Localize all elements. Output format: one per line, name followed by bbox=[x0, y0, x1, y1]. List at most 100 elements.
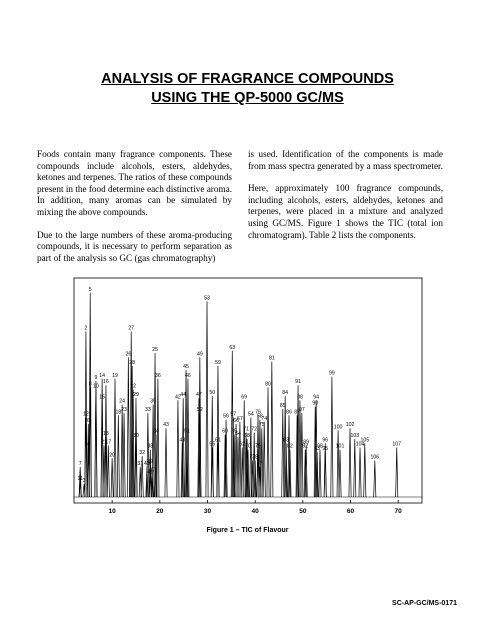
x-tick-label: 40 bbox=[252, 508, 260, 515]
peak bbox=[242, 400, 246, 498]
peak-label: 34 bbox=[153, 429, 159, 435]
peak bbox=[216, 365, 220, 498]
peak bbox=[281, 408, 285, 498]
peak-label: 92 bbox=[302, 444, 308, 450]
peak bbox=[253, 460, 257, 498]
peak bbox=[315, 451, 319, 498]
peak bbox=[231, 417, 235, 498]
peak-label: 42 bbox=[175, 394, 181, 400]
peak-label: 44 bbox=[180, 392, 186, 398]
peak-label: 82 bbox=[287, 444, 293, 450]
peak bbox=[244, 432, 248, 498]
peak bbox=[338, 449, 342, 498]
peak-label: 79 bbox=[255, 444, 261, 450]
peak-label: 61 bbox=[215, 437, 221, 443]
peak bbox=[260, 428, 264, 498]
peak-label: 75 bbox=[259, 422, 265, 428]
peak-label: 37 bbox=[149, 467, 155, 473]
peak-label: 81 bbox=[269, 356, 275, 362]
peak-label: 50 bbox=[209, 390, 215, 396]
peak-label: 52 bbox=[197, 407, 203, 413]
peak bbox=[78, 481, 82, 498]
peak-label: 90 bbox=[312, 401, 318, 407]
peak bbox=[210, 395, 214, 498]
peak bbox=[129, 331, 133, 498]
peak-label: 47 bbox=[196, 392, 202, 398]
peak-label: 38 bbox=[147, 444, 153, 450]
peak-label: 11 bbox=[78, 476, 83, 482]
peak-label: 49 bbox=[197, 351, 203, 357]
peak-label: 97 bbox=[299, 407, 305, 413]
peak bbox=[78, 466, 82, 498]
peak bbox=[270, 361, 274, 498]
peak bbox=[330, 376, 334, 498]
peak-label: 85 bbox=[280, 403, 286, 409]
peak bbox=[234, 423, 238, 498]
peak-label: 7 bbox=[79, 461, 82, 467]
peak-label: 35 bbox=[150, 399, 156, 405]
peak bbox=[323, 443, 327, 498]
peak bbox=[116, 415, 120, 498]
peak bbox=[223, 434, 227, 498]
peak-label: 74 bbox=[261, 416, 267, 422]
peak bbox=[363, 443, 367, 498]
peak-label: 40 bbox=[144, 461, 150, 467]
x-tick-label: 30 bbox=[204, 508, 212, 515]
peak bbox=[283, 395, 287, 498]
peak-label: 3 bbox=[83, 478, 86, 484]
peak-label: 106 bbox=[370, 454, 379, 460]
peak-label: 83 bbox=[283, 437, 289, 443]
peak bbox=[122, 413, 126, 498]
peak-label: 107 bbox=[392, 442, 401, 448]
x-tick-label: 70 bbox=[395, 508, 403, 515]
peak-label: 67 bbox=[237, 416, 243, 422]
peak-label: 51 bbox=[184, 429, 190, 435]
peak-label: 88 bbox=[297, 394, 303, 400]
peak bbox=[130, 365, 134, 498]
peak-label: 59 bbox=[215, 360, 221, 366]
peak bbox=[288, 449, 292, 498]
peak bbox=[156, 378, 160, 498]
peak-label: 13 bbox=[103, 431, 109, 437]
peak bbox=[303, 449, 307, 498]
peak-label: 32 bbox=[139, 450, 145, 456]
peak-label: 94 bbox=[313, 394, 319, 400]
peak bbox=[210, 447, 214, 498]
peak bbox=[216, 443, 220, 498]
peak-label: 87 bbox=[294, 409, 300, 415]
peak-label: 91 bbox=[295, 379, 301, 385]
peak-label: 76 bbox=[255, 409, 261, 415]
peak-label: 18 bbox=[115, 409, 121, 415]
peak-label: 78 bbox=[252, 454, 258, 460]
peak-label: 16 bbox=[103, 379, 109, 385]
peak bbox=[256, 449, 260, 498]
peak bbox=[126, 357, 130, 498]
peak bbox=[176, 400, 180, 498]
paragraph: Here, approximately 100 fragrance compou… bbox=[248, 183, 443, 240]
peak-label: 6 bbox=[87, 418, 90, 424]
peak bbox=[287, 415, 291, 498]
peak bbox=[249, 417, 253, 498]
peak bbox=[164, 428, 168, 498]
paragraph: Due to the large numbers of these aroma-… bbox=[37, 229, 232, 263]
peak bbox=[358, 447, 362, 498]
peak-label: 103 bbox=[350, 433, 359, 439]
peak bbox=[300, 413, 304, 498]
peak bbox=[313, 406, 317, 498]
title-line: ANALYSIS OF FRAGRANCE COMPOUNDS bbox=[101, 71, 394, 87]
peak-label: 86 bbox=[286, 409, 292, 415]
peak bbox=[180, 443, 184, 498]
peak bbox=[140, 456, 144, 498]
peak-label: 96 bbox=[322, 437, 328, 443]
peak-label: 25 bbox=[152, 347, 158, 353]
peak-label: 72 bbox=[251, 427, 257, 433]
peak-label: 100 bbox=[334, 424, 343, 430]
peak-label: 15 bbox=[99, 394, 105, 400]
peak-label: 69 bbox=[241, 394, 247, 400]
peak bbox=[348, 428, 352, 498]
peak bbox=[104, 385, 108, 498]
column: is used. Identification of the component… bbox=[248, 149, 443, 252]
peak-label: 71 bbox=[243, 427, 249, 433]
peak bbox=[250, 460, 254, 498]
